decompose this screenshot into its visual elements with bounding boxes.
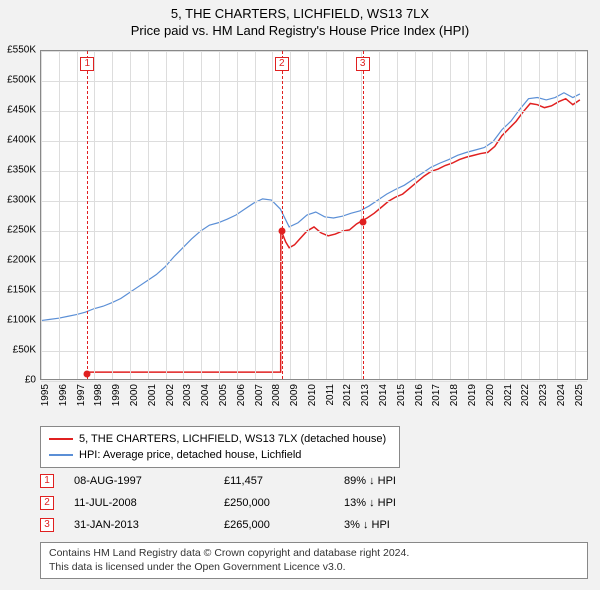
event-price: £250,000 [224, 497, 344, 509]
x-tick-label: 2014 [378, 384, 389, 406]
x-tick-label: 1995 [40, 384, 51, 406]
y-tick-label: £400K [7, 135, 36, 146]
event-dot [359, 219, 366, 226]
x-tick-label: 2021 [503, 384, 514, 406]
event-row: 3 31-JAN-2013 £265,000 3% ↓ HPI [40, 514, 588, 536]
x-tick-label: 2018 [449, 384, 460, 406]
y-axis-labels: £0£50K£100K£150K£200K£250K£300K£350K£400… [0, 50, 38, 380]
event-marker: 3 [356, 57, 370, 71]
event-dot [278, 228, 285, 235]
attribution-line: This data is licensed under the Open Gov… [49, 561, 579, 575]
legend-item-property: 5, THE CHARTERS, LICHFIELD, WS13 7LX (de… [49, 431, 391, 447]
event-delta: 13% ↓ HPI [344, 497, 464, 509]
y-tick-label: £450K [7, 105, 36, 116]
y-tick-label: £250K [7, 225, 36, 236]
x-tick-label: 2025 [574, 384, 585, 406]
event-delta: 3% ↓ HPI [344, 519, 464, 531]
y-tick-label: £500K [7, 75, 36, 86]
x-tick-label: 1996 [58, 384, 69, 406]
x-tick-label: 2013 [360, 384, 371, 406]
x-tick-label: 2022 [520, 384, 531, 406]
x-tick-label: 2016 [414, 384, 425, 406]
x-tick-label: 2023 [538, 384, 549, 406]
event-dot [84, 371, 91, 378]
attribution: Contains HM Land Registry data © Crown c… [40, 542, 588, 579]
x-tick-label: 2020 [485, 384, 496, 406]
event-price: £265,000 [224, 519, 344, 531]
event-guideline [282, 51, 283, 379]
event-marker: 1 [80, 57, 94, 71]
chart-title: 5, THE CHARTERS, LICHFIELD, WS13 7LX [0, 6, 600, 21]
x-tick-label: 2007 [254, 384, 265, 406]
x-tick-label: 2024 [556, 384, 567, 406]
chart-header: 5, THE CHARTERS, LICHFIELD, WS13 7LX Pri… [0, 0, 600, 38]
x-tick-label: 2003 [182, 384, 193, 406]
event-marker: 2 [275, 57, 289, 71]
event-marker-box: 3 [40, 518, 54, 532]
x-tick-label: 2008 [271, 384, 282, 406]
legend-item-hpi: HPI: Average price, detached house, Lich… [49, 447, 391, 463]
legend-swatch [49, 454, 73, 456]
event-marker-box: 1 [40, 474, 54, 488]
event-row: 2 11-JUL-2008 £250,000 13% ↓ HPI [40, 492, 588, 514]
x-tick-label: 2010 [307, 384, 318, 406]
event-marker-box: 2 [40, 496, 54, 510]
series-hpi [41, 93, 580, 321]
x-tick-label: 2004 [200, 384, 211, 406]
event-price: £11,457 [224, 475, 344, 487]
y-tick-label: £300K [7, 195, 36, 206]
x-tick-label: 2000 [129, 384, 140, 406]
x-tick-label: 2015 [396, 384, 407, 406]
x-tick-label: 2011 [325, 384, 336, 406]
attribution-line: Contains HM Land Registry data © Crown c… [49, 547, 579, 561]
y-tick-label: £200K [7, 255, 36, 266]
legend: 5, THE CHARTERS, LICHFIELD, WS13 7LX (de… [40, 426, 400, 468]
y-tick-label: £0 [25, 375, 36, 386]
event-guideline [363, 51, 364, 379]
x-tick-label: 2002 [165, 384, 176, 406]
x-tick-label: 2005 [218, 384, 229, 406]
x-tick-label: 1998 [93, 384, 104, 406]
x-tick-label: 2006 [236, 384, 247, 406]
y-tick-label: £50K [13, 345, 36, 356]
x-tick-label: 2012 [342, 384, 353, 406]
x-tick-label: 2017 [431, 384, 442, 406]
x-tick-label: 2009 [289, 384, 300, 406]
chart-subtitle: Price paid vs. HM Land Registry's House … [0, 23, 600, 38]
event-guideline [87, 51, 88, 379]
legend-label: 5, THE CHARTERS, LICHFIELD, WS13 7LX (de… [79, 433, 386, 445]
event-date: 31-JAN-2013 [74, 519, 224, 531]
x-tick-label: 2001 [147, 384, 158, 406]
event-delta: 89% ↓ HPI [344, 475, 464, 487]
x-tick-label: 1999 [111, 384, 122, 406]
event-date: 08-AUG-1997 [74, 475, 224, 487]
legend-swatch [49, 438, 73, 440]
x-tick-label: 1997 [76, 384, 87, 406]
event-date: 11-JUL-2008 [74, 497, 224, 509]
y-tick-label: £100K [7, 315, 36, 326]
x-tick-label: 2019 [467, 384, 478, 406]
y-tick-label: £150K [7, 285, 36, 296]
series-property [87, 99, 580, 372]
legend-label: HPI: Average price, detached house, Lich… [79, 449, 301, 461]
chart-lines [41, 51, 587, 379]
x-axis-labels: 1995 1996 1997 1998 1999 2000 2001 2002 2003 2004… [40, 382, 588, 422]
chart-container: 5, THE CHARTERS, LICHFIELD, WS13 7LX Pri… [0, 0, 600, 590]
y-tick-label: £350K [7, 165, 36, 176]
plot-area: 1 2 3 [40, 50, 588, 380]
events-table: 1 08-AUG-1997 £11,457 89% ↓ HPI 2 11-JUL… [40, 470, 588, 536]
y-tick-label: £550K [7, 45, 36, 56]
event-row: 1 08-AUG-1997 £11,457 89% ↓ HPI [40, 470, 588, 492]
